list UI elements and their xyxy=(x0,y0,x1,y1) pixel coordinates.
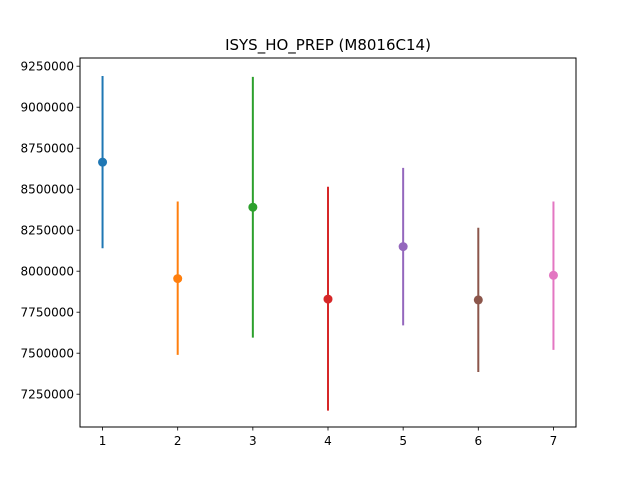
x-tick-label: 5 xyxy=(399,434,407,448)
y-tick-label: 7250000 xyxy=(21,388,74,402)
y-tick-label: 8000000 xyxy=(21,265,74,279)
x-axis: 1 2 3 4 5 6 7 xyxy=(99,427,558,448)
data-point xyxy=(323,294,333,304)
y-tick-label: 7500000 xyxy=(21,347,74,361)
data-point xyxy=(248,202,258,212)
chart-title: ISYS_HO_PREP (M8016C14) xyxy=(225,36,431,55)
data-point xyxy=(173,274,183,284)
data-point xyxy=(548,270,558,280)
data-point xyxy=(398,242,408,252)
y-tick-label: 8250000 xyxy=(21,224,74,238)
x-tick-label: 2 xyxy=(174,434,182,448)
x-tick-label: 4 xyxy=(324,434,332,448)
y-tick-label: 9000000 xyxy=(21,101,74,115)
data-marks xyxy=(98,76,558,411)
x-tick-label: 3 xyxy=(249,434,257,448)
data-point xyxy=(473,295,483,305)
data-point xyxy=(98,157,108,167)
y-axis: 7250000 7500000 7750000 8000000 8250000 85000… xyxy=(21,60,80,402)
y-tick-label: 8750000 xyxy=(21,142,74,156)
y-tick-label: 7750000 xyxy=(21,306,74,320)
y-tick-label: 8500000 xyxy=(21,183,74,197)
x-tick-label: 1 xyxy=(99,434,107,448)
y-tick-label: 9250000 xyxy=(21,60,74,74)
x-tick-label: 7 xyxy=(550,434,558,448)
x-tick-label: 6 xyxy=(474,434,482,448)
